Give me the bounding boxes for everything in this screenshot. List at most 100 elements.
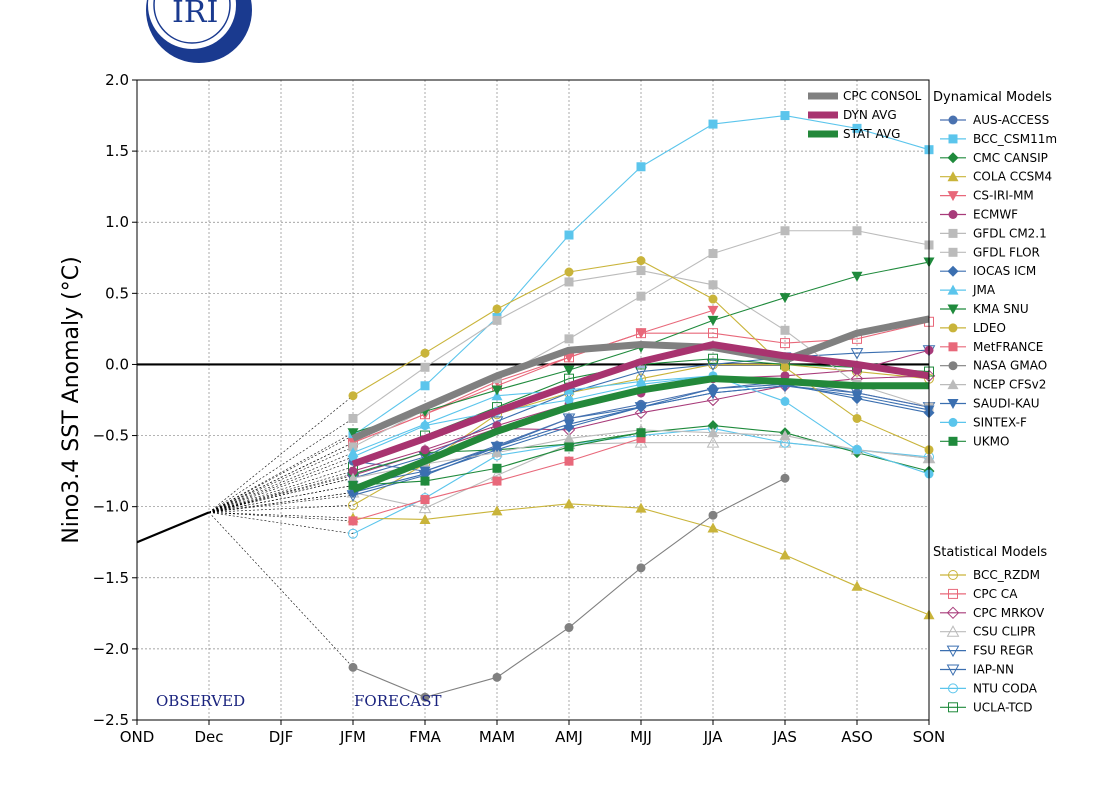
legend-marker-fsu-regr: [946, 645, 960, 658]
plume-connector: [208, 512, 354, 668]
point-cola-ccsm4: [779, 549, 791, 560]
legend-label-aus-access: AUS-ACCESS: [973, 113, 1049, 127]
point-gfdl-cm2-1: [636, 266, 646, 276]
legend-marker-kma-snu: [947, 304, 959, 315]
legend-label-dyn-avg: DYN AVG: [843, 108, 897, 122]
point-bcc-csm11m: [708, 119, 718, 129]
point-ncep-cfsv2: [779, 430, 791, 441]
x-tick-label: SON: [913, 728, 946, 746]
legend-label-cmc-cansip: CMC CANSIP: [973, 151, 1048, 165]
point-cs-iri-mm: [563, 352, 575, 363]
forecast-lines: [136, 111, 936, 702]
plume-connector: [208, 442, 354, 513]
legend-marker-sintex-f: [948, 417, 958, 427]
point-gfdl-flor: [852, 226, 862, 236]
legend-label-ucla-tcd: UCLA-TCD: [973, 700, 1033, 714]
point-bcc-csm11m: [564, 230, 574, 240]
legend-marker-metfrance: [948, 342, 958, 352]
legend-label-cpc-mrkov: CPC MRKOV: [973, 606, 1045, 620]
point-cpc-ca: [708, 328, 718, 339]
point-ukmo: [492, 463, 502, 473]
point-cpc-mrkov: [634, 406, 648, 420]
legend-label-ncep-cfsv2: NCEP CFSv2: [973, 378, 1046, 392]
point-cs-iri-mm: [707, 305, 719, 316]
legend-label-ldeo: LDEO: [973, 321, 1006, 335]
point-csu-clipr: [418, 501, 432, 514]
point-metfrance: [492, 476, 502, 486]
point-gfdl-cm2-1: [708, 280, 718, 290]
legend-marker-gfdl-cm2-1: [948, 228, 958, 238]
legend-label-bcc-csm11m: BCC_CSM11m: [973, 132, 1057, 146]
point-cpc-ca: [780, 338, 790, 349]
point-cola-ccsm4: [563, 498, 575, 509]
legend-marker-aus-access: [948, 115, 958, 125]
legend-label-cpc-consol: CPC CONSOL: [843, 89, 922, 103]
point-fsu-regr: [706, 359, 720, 371]
x-tick-label: JFM: [339, 728, 366, 746]
legend-label-ukmo: UKMO: [973, 434, 1009, 448]
point-nasa-gmao: [564, 623, 574, 633]
point-bcc-csm11m: [420, 381, 430, 391]
legend-marker-nasa-gmao: [948, 361, 958, 371]
point-ldeo: [348, 391, 358, 401]
plume-connector: [208, 475, 354, 513]
y-tick-label: 1.5: [105, 142, 129, 160]
y-tick-label: 1.0: [105, 213, 129, 231]
legend-label-csu-clipr: CSU CLIPR: [973, 625, 1036, 639]
point-cmc-cansip: [707, 420, 719, 432]
legend-marker-ldeo: [948, 323, 958, 333]
series-line-fsu-regr: [352, 349, 930, 479]
observed-line: [136, 511, 210, 544]
legend-label-ntu-coda: NTU CODA: [973, 681, 1038, 695]
axes: −2.5 −2.0 −1.5 −1.0 −0.5 0.0 0.5 1.0 1.5 2.0 OND De…: [93, 71, 946, 746]
plume-connector: [208, 504, 354, 513]
point-ldeo: [420, 348, 430, 358]
point-gfdl-flor: [348, 442, 358, 452]
y-axis-label: Nino3.4 SST Anomaly (°C): [59, 256, 84, 543]
point-sintex-f: [348, 452, 358, 462]
point-ldeo: [708, 294, 718, 304]
plume-connector: [208, 466, 354, 513]
series-line-cs-iri-mm: [352, 309, 714, 444]
legend-marker-saudi-kau: [947, 399, 959, 409]
point-cpc-mrkov: [706, 393, 720, 407]
point-ecmwf: [420, 445, 430, 455]
legend-marker-cs-iri-mm: [947, 191, 959, 202]
plume-connector: [208, 492, 354, 513]
plume-connector: [208, 460, 354, 513]
point-ncep-cfsv2: [347, 472, 359, 483]
point-sintex-f: [564, 395, 574, 405]
plume-connector: [208, 456, 354, 513]
point-ukmo: [348, 480, 358, 490]
point-kma-snu: [851, 271, 863, 282]
point-jma: [563, 384, 575, 395]
point-metfrance: [636, 433, 646, 443]
y-tick-label: 2.0: [105, 71, 129, 89]
point-cola-ccsm4: [419, 513, 431, 524]
legend-label-nasa-gmao: NASA GMAO: [973, 359, 1047, 373]
point-bcc-csm11m: [636, 162, 646, 172]
x-tick-label: AMJ: [555, 728, 583, 746]
legend-label-metfrance: MetFRANCE: [973, 340, 1043, 354]
legend-label-gfdl-flor: GFDL FLOR: [973, 245, 1040, 259]
legend-label-ecmwf: ECMWF: [973, 208, 1018, 222]
x-tick-label: MJJ: [630, 728, 652, 746]
legend-label-iocas-icm: IOCAS ICM: [973, 264, 1036, 278]
point-fsu-regr: [634, 366, 648, 379]
point-gfdl-cm2-1: [564, 277, 574, 287]
point-gfdl-cm2-1: [780, 325, 790, 335]
plume-connector: [208, 418, 354, 513]
legend-marker-cmc-cansip: [947, 152, 959, 164]
plume-connector: [208, 512, 354, 534]
x-tick-label: JAS: [772, 728, 797, 746]
x-tick-label: JJA: [703, 728, 724, 746]
point-nasa-gmao: [780, 473, 790, 483]
point-ukmo: [636, 428, 646, 438]
point-gfdl-flor: [636, 291, 646, 301]
point-ldeo: [492, 304, 502, 314]
legend-marker-jma: [947, 284, 959, 295]
legend-label-cpc-ca: CPC CA: [973, 587, 1018, 601]
legend-marker-iap-nn: [946, 664, 960, 677]
legend-label-stat-avg: STAT AVG: [843, 127, 900, 141]
